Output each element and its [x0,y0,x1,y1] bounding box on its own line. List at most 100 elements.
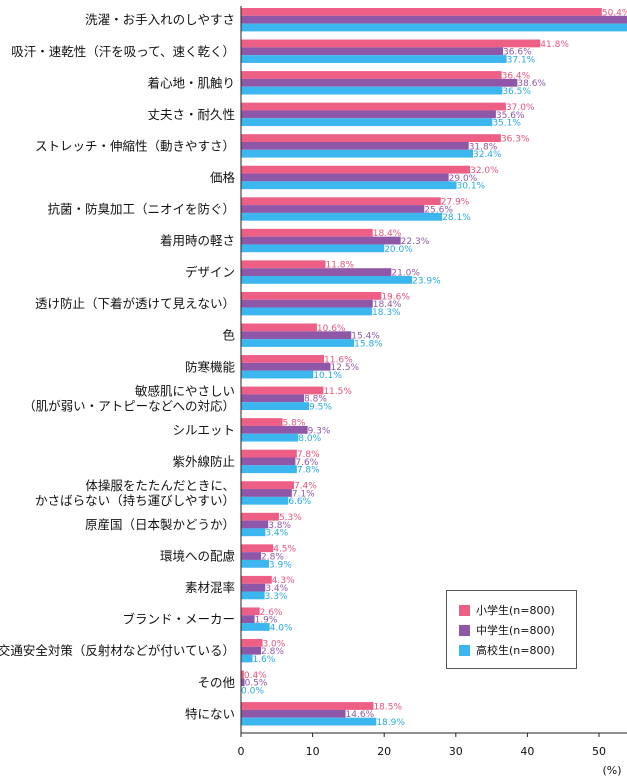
bar-high-school [241,212,443,221]
value-label-junior-high: 14.6% [346,710,375,720]
value-label-junior-high: 12.5% [331,363,360,373]
category-label: 着用時の軽さ [160,233,235,248]
legend-swatch-high-school [459,644,470,656]
legend: 小学生(n=800) 中学生(n=800) 高校生(n=800) [446,590,577,669]
value-label-high-school: 15.8% [354,339,383,349]
bar-junior-high [241,299,373,308]
value-label-high-school: 18.9% [376,718,405,728]
bar-layer [241,8,627,726]
category-label: 交通安全対策（反射材などが付いている） [0,643,235,658]
value-label-junior-high: 2.8% [261,552,284,562]
value-label-elementary: 10.6% [317,324,346,334]
value-label-high-school: 1.6% [252,655,275,665]
category-label: 紫外線防止 [172,454,235,469]
bar-high-school [241,654,253,663]
value-label-high-school: 4.0% [270,623,293,633]
category-label: 透け防止（下着が透けて見えない） [35,296,235,311]
value-label-elementary: 36.4% [502,71,531,81]
category-label: 丈夫さ・耐久性 [147,107,235,122]
category-label: 着心地・肌触り [147,75,235,90]
value-label-junior-high: 35.6% [496,111,525,121]
bar-elementary [241,134,501,142]
value-label-high-school: 0.0% [241,686,264,696]
x-tick-label: 30 [449,745,463,758]
bar-elementary [241,102,506,111]
x-tick-label: 50 [592,745,606,758]
value-label-layer: 50.4%60.8%57.4%41.8%36.6%37.1%36.4%38.6%… [241,8,627,728]
value-label-junior-high: 15.4% [351,332,380,342]
bar-junior-high [241,110,496,119]
bar-junior-high [241,583,266,592]
value-label-junior-high: 25.6% [424,205,453,215]
value-label-elementary: 5.8% [283,418,306,428]
value-label-junior-high: 21.0% [391,269,420,279]
value-label-elementary: 11.6% [324,355,353,365]
category-label: デザイン [185,265,235,280]
value-label-high-school: 30.1% [457,182,486,192]
value-label-elementary: 32.0% [470,166,499,176]
value-label-junior-high: 31.8% [469,142,498,152]
category-label: ブランド・メーカー [122,612,235,627]
bar-elementary [241,260,326,269]
bar-high-school [241,149,473,158]
legend-item-junior-high: 中学生(n=800) [459,623,555,637]
category-label: 吸汗・速乾性（汗を吸って、速く乾く） [11,44,235,59]
bar-elementary [241,670,244,679]
bar-elementary [241,39,541,48]
value-label-elementary: 7.4% [294,482,317,492]
legend-label-elementary: 小学生(n=800) [476,604,555,617]
legend-label-junior-high: 中学生(n=800) [476,624,555,637]
value-label-junior-high: 0.5% [245,679,268,689]
value-label-elementary: 0.4% [244,671,267,681]
bar-junior-high [241,142,469,150]
bar-junior-high [241,15,627,24]
value-label-elementary: 5.3% [279,513,302,523]
value-label-elementary: 18.4% [373,229,402,239]
category-label: 特にない [185,706,235,721]
bar-elementary [241,607,260,616]
value-label-high-school: 9.5% [309,403,332,413]
bar-elementary [241,197,441,206]
value-label-elementary: 11.5% [323,387,352,397]
bar-junior-high [241,47,504,56]
bar-high-school [241,433,299,442]
bar-junior-high [241,78,518,87]
value-label-elementary: 50.4% [602,8,627,18]
value-label-junior-high: 3.8% [268,521,291,531]
x-tick-label: 10 [306,745,320,758]
bar-junior-high [241,678,245,687]
value-label-high-school: 7.8% [297,466,320,476]
bar-high-school [241,118,493,127]
bar-elementary [241,323,317,332]
bar-junior-high [241,457,296,466]
value-label-elementary: 3.0% [262,639,285,649]
value-label-elementary: 4.5% [273,545,296,555]
x-axis: 010203040506070(%) [238,6,627,777]
category-label: シルエット [172,422,235,437]
bar-elementary [241,702,374,710]
category-label: 色 [222,328,235,343]
x-tick-label: 0 [238,745,245,758]
bar-elementary [241,165,471,174]
x-tick-label: 40 [520,745,534,758]
bar-high-school [241,591,265,600]
bar-elementary [241,228,373,237]
bar-junior-high [241,236,401,245]
category-label: 体操服をたたんだときに、かさばらない（持ち運びしやすい） [35,478,235,508]
bar-high-school [241,86,503,95]
bar-junior-high [241,205,425,213]
bar-high-school [241,717,377,726]
bar-junior-high [241,173,449,182]
bar-high-school [241,528,266,537]
bar-high-school [241,496,289,505]
legend-item-elementary: 小学生(n=800) [459,603,555,617]
value-label-high-school: 8.0% [298,434,321,444]
category-label: 防寒機能 [185,359,236,374]
category-label: 洗濯・お手入れのしやすさ [85,12,235,27]
value-label-elementary: 37.0% [506,103,535,113]
value-label-high-school: 6.6% [288,497,311,507]
bar-junior-high [241,394,305,403]
bar-high-school [241,307,373,316]
legend-item-high-school: 高校生(n=800) [459,643,555,657]
